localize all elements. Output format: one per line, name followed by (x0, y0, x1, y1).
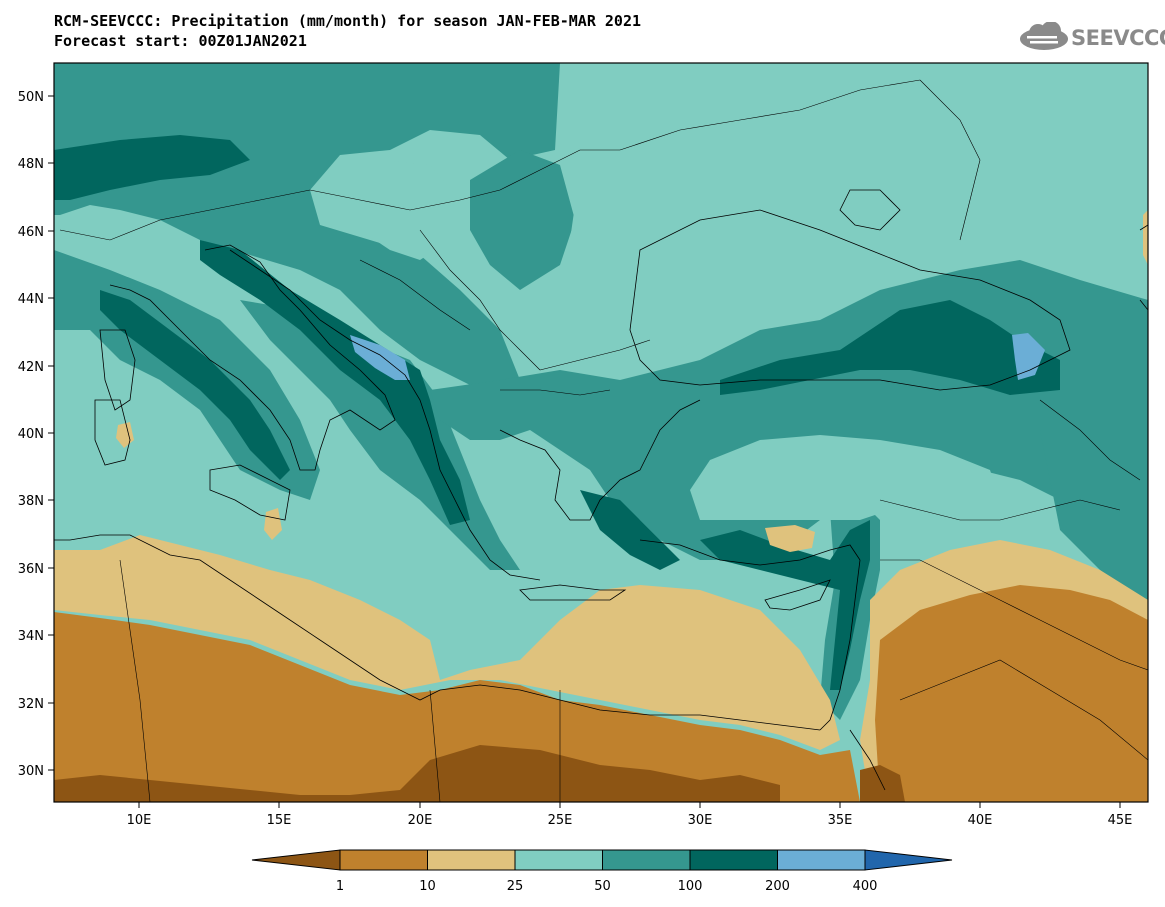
x-tick: 30E (688, 802, 713, 828)
field-100-200-alps (54, 135, 250, 200)
seevccc-logo (1020, 22, 1068, 50)
y-tick-label: 32N (18, 697, 44, 712)
y-tick: 32N (18, 697, 54, 712)
x-tick-label: 40E (968, 813, 993, 828)
x-tick: 40E (968, 802, 993, 828)
y-tick: 38N (18, 494, 54, 509)
y-tick-label: 36N (18, 562, 44, 577)
x-tick: 10E (127, 802, 152, 828)
y-tick: 30N (18, 764, 54, 779)
y-tick-label: 48N (18, 157, 44, 172)
legend-swatch-50-100 (602, 849, 691, 871)
legend-swatch-gt400 (864, 849, 953, 871)
field-100-200-pontic (720, 300, 1060, 395)
y-axis: 30N 32N 34N 36N 38N 40N 42N 44N 46N 48N … (18, 90, 54, 779)
legend-swatch-100-200 (689, 849, 778, 871)
x-tick-label: 20E (408, 813, 433, 828)
y-tick-label: 34N (18, 629, 44, 644)
field-100-200-sw-turkey (580, 490, 680, 570)
field-50-100-carpathians (470, 150, 575, 290)
y-tick: 34N (18, 629, 54, 644)
field-25-50-anatolia (690, 435, 1000, 520)
y-tick: 44N (18, 292, 54, 307)
precipitation-field (54, 63, 1148, 802)
field-50-100-east (1040, 380, 1148, 610)
field-1-10-africa (54, 612, 860, 802)
y-tick-label: 40N (18, 427, 44, 442)
legend-label: 10 (419, 879, 436, 894)
legend-label: 400 (853, 879, 878, 894)
x-tick-label: 30E (688, 813, 713, 828)
x-tick-label: 15E (267, 813, 292, 828)
field-lt1-africa (54, 745, 780, 802)
field-100-200-apennines (100, 290, 290, 480)
legend-label: 25 (507, 879, 524, 894)
x-tick: 45E (1108, 802, 1133, 828)
field-1-10-middle-east (875, 585, 1148, 802)
y-tick: 48N (18, 157, 54, 172)
field-10-25-sicily (264, 508, 282, 540)
legend-swatch-10-25 (427, 849, 516, 871)
y-tick-label: 30N (18, 764, 44, 779)
x-tick: 25E (548, 802, 573, 828)
y-tick: 36N (18, 562, 54, 577)
y-tick: 42N (18, 360, 54, 375)
legend-label: 1 (336, 879, 344, 894)
field-200-400-georgia (1012, 333, 1045, 380)
legend-swatch-lt1 (251, 849, 341, 871)
forecast-start-label: Forecast start: 00Z01JAN2021 (54, 32, 307, 50)
legend-label: 50 (594, 879, 611, 894)
legend-swatch-200-400 (777, 849, 866, 871)
x-tick-label: 35E (828, 813, 853, 828)
y-tick: 46N (18, 225, 54, 240)
y-tick-label: 42N (18, 360, 44, 375)
x-tick-label: 10E (127, 813, 152, 828)
y-tick-label: 46N (18, 225, 44, 240)
legend-swatch-25-50 (514, 849, 603, 871)
legend-label: 100 (678, 879, 703, 894)
field-100-200-dinarides (200, 240, 470, 525)
y-tick: 40N (18, 427, 54, 442)
y-tick: 50N (18, 90, 54, 105)
legend-swatch-1-10 (339, 849, 428, 871)
x-tick: 15E (267, 802, 292, 828)
y-tick-label: 50N (18, 90, 44, 105)
legend-label: 200 (765, 879, 790, 894)
field-10-25-cyprus (765, 525, 815, 552)
field-200-400-montenegro (350, 335, 410, 380)
field-10-25-caspian (1143, 210, 1148, 265)
y-tick-label: 44N (18, 292, 44, 307)
field-25-50-pannonia (330, 160, 460, 260)
x-axis: 10E 15E 20E 25E 30E 35E 40E 45E (127, 802, 1133, 828)
x-tick: 20E (408, 802, 433, 828)
x-tick-label: 25E (548, 813, 573, 828)
field-25-50-black-sea-n (570, 63, 1148, 360)
field-10-25-africa (54, 535, 840, 750)
y-tick-label: 38N (18, 494, 44, 509)
coastlines (54, 189, 1148, 791)
map-title: RCM-SEEVCCC: Precipitation (mm/month) fo… (54, 12, 641, 30)
x-tick: 35E (828, 802, 853, 828)
logo-text: SEEVCCC (1071, 26, 1165, 50)
colorbar-legend: 1 10 25 50 100 200 400 (251, 849, 953, 894)
country-borders (59, 79, 1148, 802)
x-tick-label: 45E (1108, 813, 1133, 828)
field-lt1-sinai (860, 765, 905, 802)
